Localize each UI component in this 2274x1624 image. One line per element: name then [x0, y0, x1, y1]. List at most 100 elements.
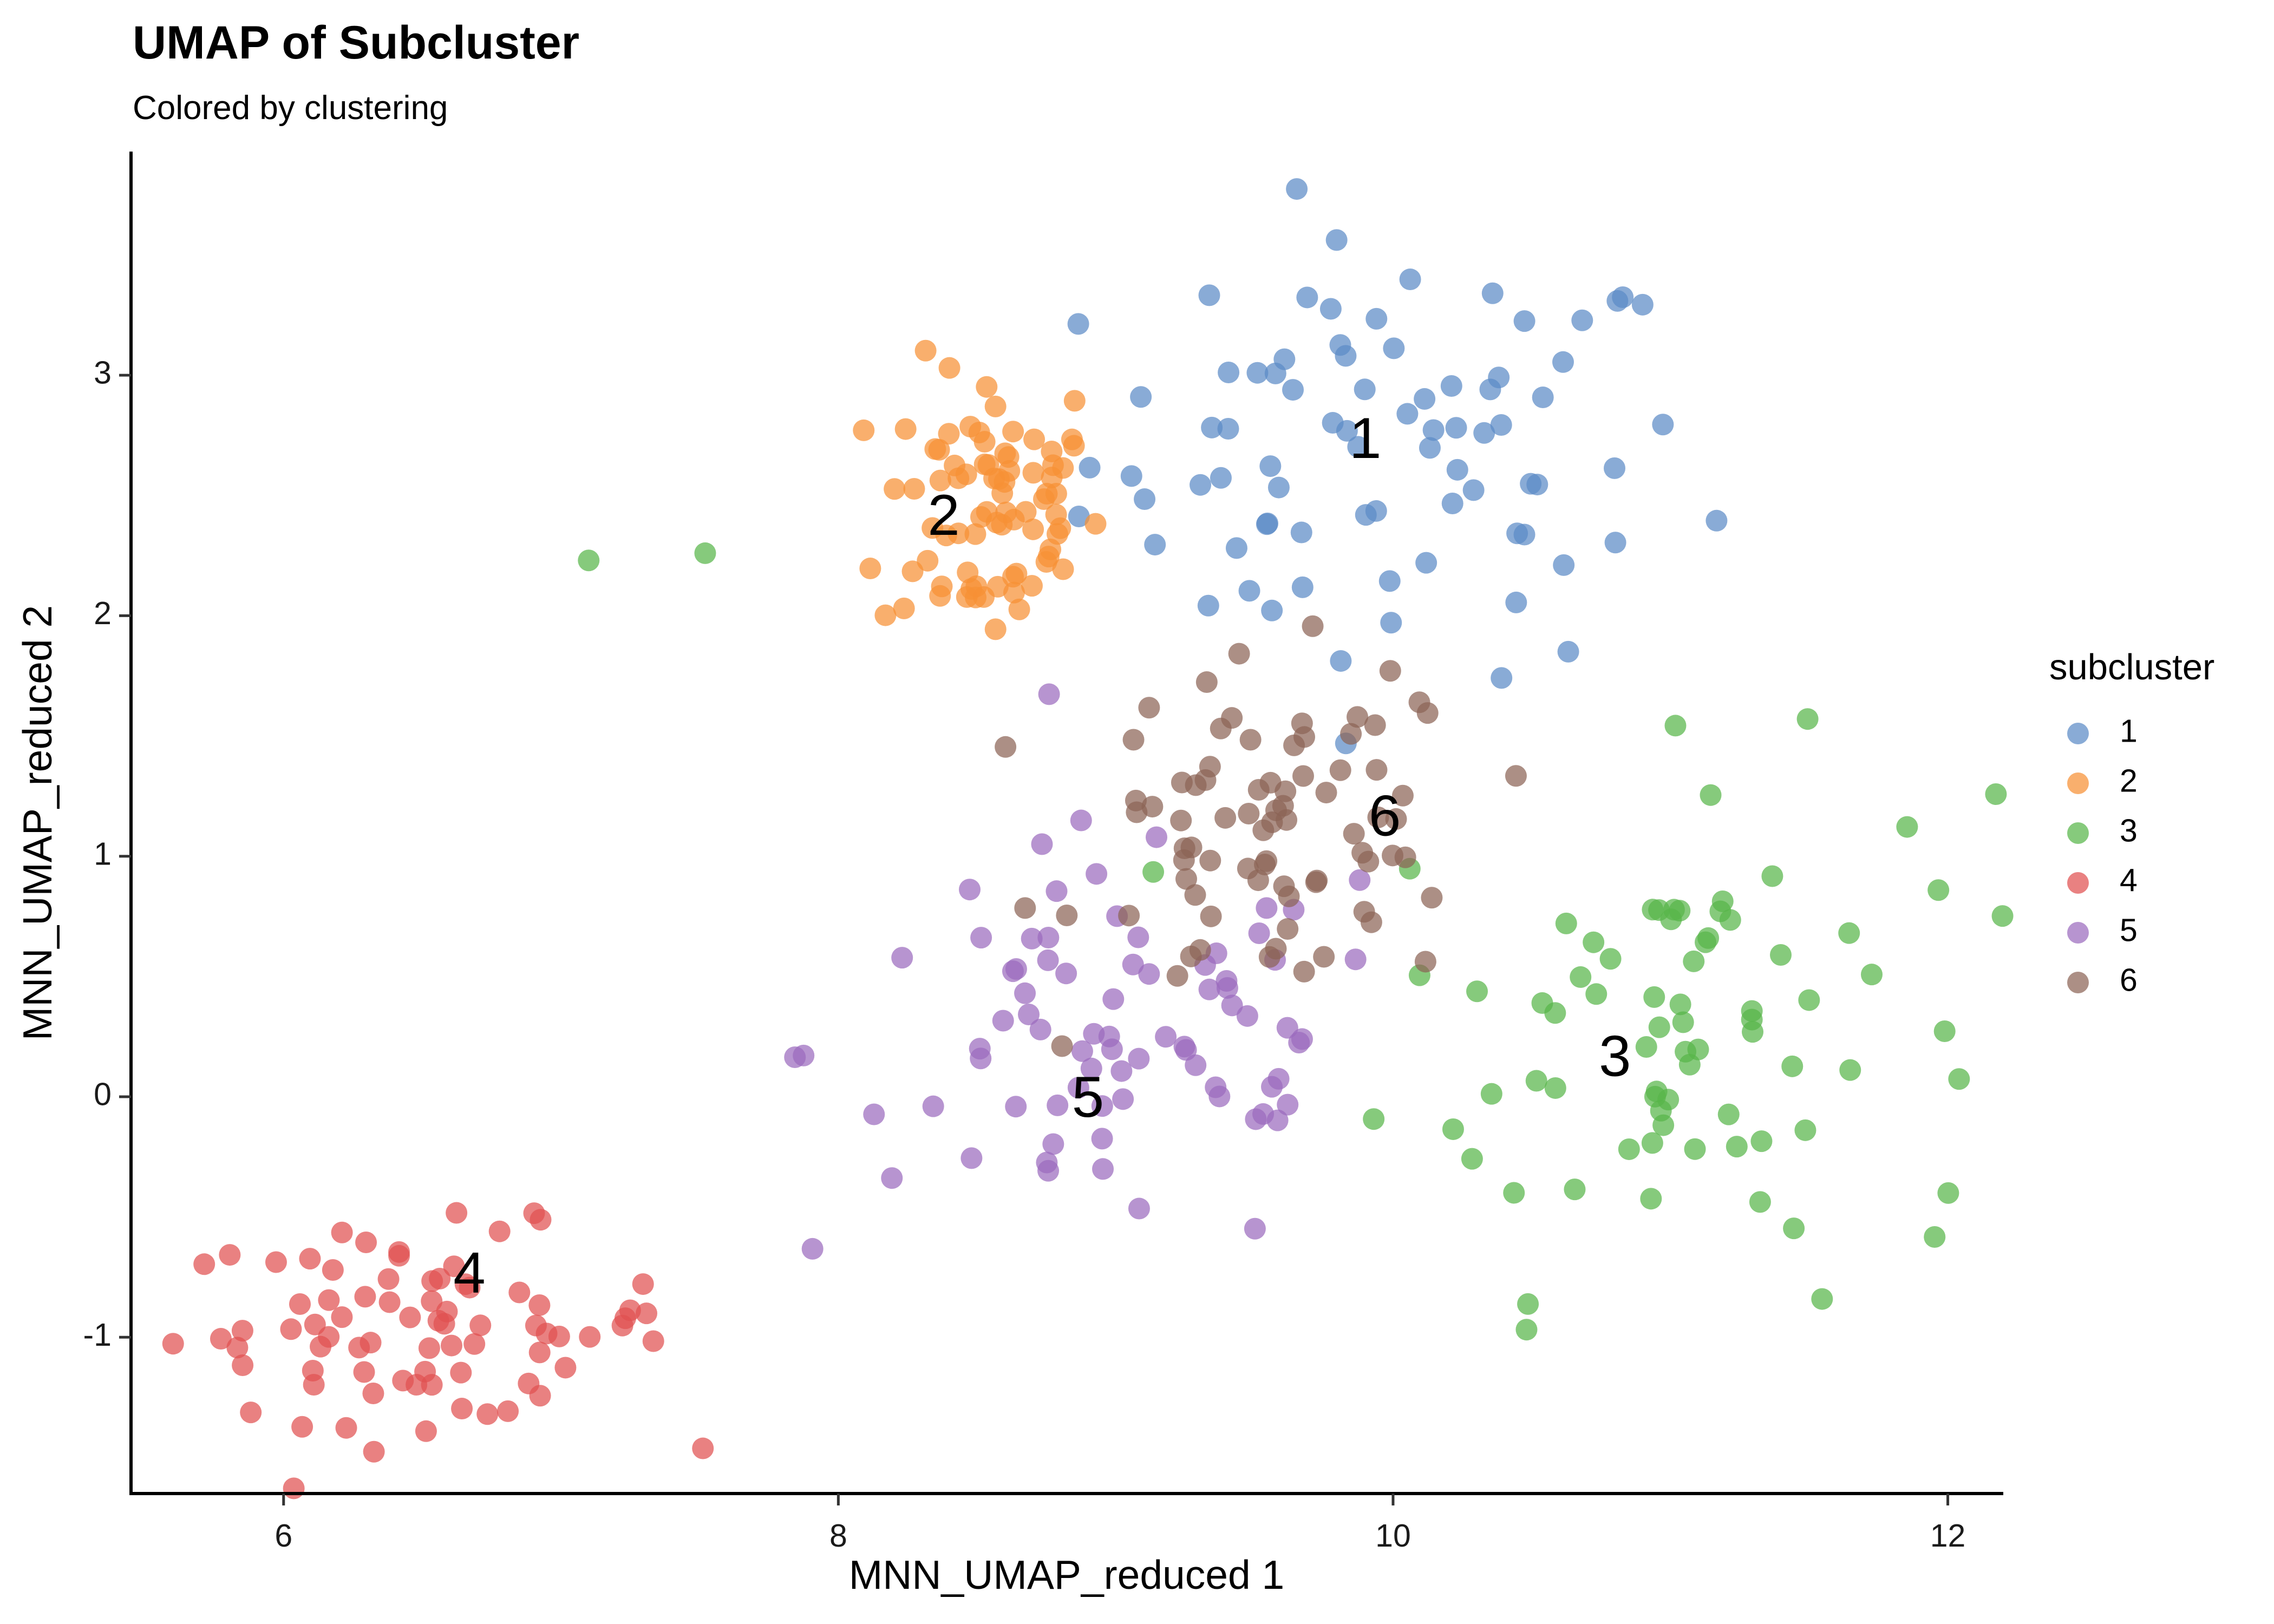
data-point: [1041, 467, 1063, 489]
data-point: [1256, 897, 1278, 919]
data-point: [1657, 1089, 1680, 1111]
data-point: [1170, 809, 1192, 831]
legend-key-1: [2067, 723, 2089, 744]
x-tick-label: 8: [829, 1518, 847, 1554]
data-point: [1277, 1093, 1299, 1116]
data-point: [1008, 598, 1030, 620]
legend-item-5: 5: [2067, 913, 2138, 948]
data-point: [995, 736, 1017, 758]
data-point: [992, 1010, 1014, 1032]
data-point: [1340, 723, 1362, 745]
data-point: [1080, 1057, 1102, 1079]
data-point: [1445, 417, 1467, 439]
data-point: [443, 1255, 465, 1278]
data-point: [421, 1290, 443, 1312]
data-point: [303, 1373, 325, 1396]
series-4-points: [162, 1202, 714, 1499]
data-point: [1273, 875, 1295, 898]
data-point: [970, 506, 992, 528]
data-point: [1360, 911, 1382, 933]
data-point: [1052, 558, 1074, 580]
data-point: [1118, 905, 1140, 927]
data-point: [488, 1220, 511, 1242]
data-point: [1155, 1026, 1177, 1048]
data-point: [1553, 554, 1575, 576]
data-point: [331, 1306, 353, 1328]
data-point: [354, 1286, 376, 1308]
data-point: [1091, 1095, 1113, 1117]
data-point: [1198, 284, 1220, 306]
data-point: [446, 1202, 468, 1224]
data-point: [1018, 1003, 1040, 1025]
data-point: [1205, 942, 1227, 965]
legend-key-3: [2067, 822, 2089, 844]
data-point: [1991, 905, 2014, 927]
data-point: [355, 1231, 377, 1253]
series-2-points: [853, 339, 1107, 640]
data-point: [1197, 594, 1219, 617]
data-point: [1022, 518, 1044, 540]
x-tick-label: 6: [275, 1518, 292, 1554]
data-point: [1838, 922, 1860, 944]
data-point: [1396, 403, 1419, 425]
data-point: [1221, 994, 1243, 1017]
data-point: [1228, 643, 1250, 665]
data-point: [938, 357, 960, 379]
legend-label-1: 1: [2120, 713, 2138, 749]
legend-label-2: 2: [2120, 763, 2138, 799]
data-point: [1292, 765, 1314, 787]
data-point: [1045, 483, 1067, 505]
data-point: [1330, 650, 1352, 672]
legend-label-4: 4: [2120, 863, 2138, 899]
data-point: [1070, 809, 1092, 831]
data-point: [1585, 983, 1608, 1005]
data-point: [1322, 412, 1344, 434]
data-point: [1532, 387, 1554, 409]
data-point: [529, 1385, 551, 1407]
data-point: [1503, 1182, 1525, 1204]
series-3-points: [1142, 708, 2014, 1341]
data-point: [1086, 863, 1108, 885]
legend-label-5: 5: [2120, 913, 2138, 948]
data-point: [1190, 474, 1212, 496]
data-point: [1604, 532, 1626, 554]
data-point: [1021, 927, 1043, 949]
data-point: [353, 1361, 375, 1383]
data-point: [1291, 712, 1313, 735]
data-point: [1138, 963, 1160, 985]
data-point: [528, 1341, 551, 1364]
data-point: [1937, 1182, 1959, 1204]
data-point: [1047, 1094, 1069, 1116]
data-point: [917, 549, 939, 572]
data-point: [1037, 949, 1059, 971]
data-point: [1125, 789, 1147, 811]
data-point: [377, 1268, 400, 1290]
data-point: [335, 1417, 357, 1439]
data-point: [1461, 1148, 1483, 1170]
data-point: [922, 1095, 944, 1117]
data-point: [1415, 552, 1437, 574]
data-point: [891, 947, 913, 969]
data-point: [1557, 640, 1579, 663]
data-point: [1042, 1133, 1064, 1155]
legend: subcluster 1 2 3 4 5 6: [2049, 647, 2214, 998]
data-point: [1031, 833, 1053, 855]
data-point: [1343, 823, 1365, 845]
data-point: [1706, 509, 1728, 532]
legend-label-6: 6: [2120, 962, 2138, 998]
data-point: [970, 927, 992, 949]
data-point: [1021, 575, 1043, 597]
legend-item-6: 6: [2067, 962, 2138, 998]
data-point: [1924, 1226, 1946, 1248]
data-point: [1515, 1319, 1538, 1341]
data-point: [1180, 836, 1203, 859]
y-tick-label: 3: [94, 355, 112, 391]
data-point: [1329, 334, 1351, 356]
data-point: [1421, 887, 1443, 909]
data-point: [1122, 953, 1144, 975]
data-point: [1210, 467, 1232, 489]
data-point: [1462, 479, 1485, 501]
data-point: [863, 1103, 885, 1125]
data-point: [1948, 1068, 1970, 1090]
series-5-points: [784, 683, 1371, 1260]
